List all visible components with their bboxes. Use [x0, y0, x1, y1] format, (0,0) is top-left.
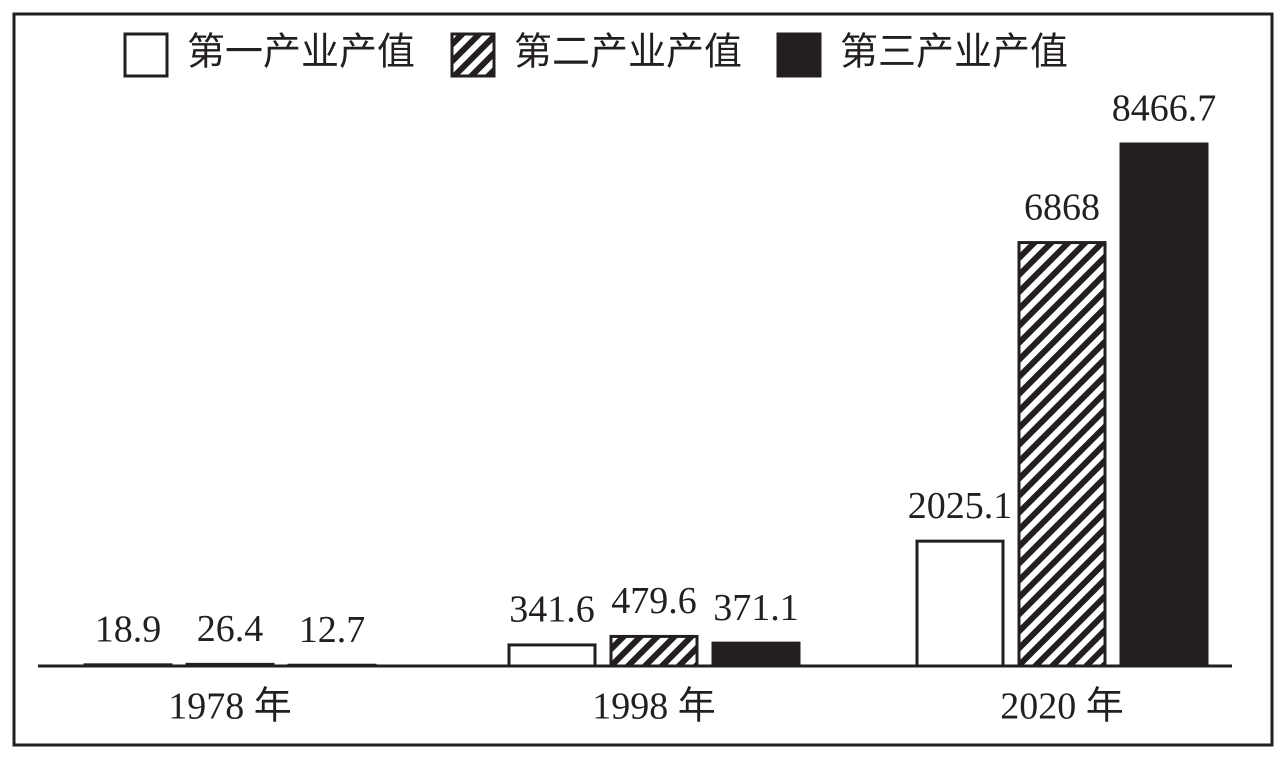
bar	[83, 663, 173, 668]
legend-swatch	[450, 32, 496, 78]
value-label: 8466.7	[1112, 88, 1217, 130]
value-label: 6868	[1024, 186, 1100, 228]
value-label: 18.9	[95, 609, 162, 651]
bar	[507, 643, 597, 668]
legend-label: 第一产业产值	[187, 32, 415, 74]
value-label: 371.1	[713, 587, 799, 629]
value-label: 341.6	[509, 589, 595, 631]
x-tick-label: 1998 年	[592, 686, 716, 728]
legend-swatch	[776, 32, 822, 78]
bar	[287, 663, 377, 668]
legend-label: 第三产业产值	[840, 32, 1068, 74]
value-label: 2025.1	[908, 485, 1013, 527]
bar	[711, 641, 801, 668]
bar	[185, 662, 275, 668]
bar	[1017, 241, 1107, 668]
x-tick-label: 2020 年	[1000, 686, 1124, 728]
legend-label: 第二产业产值	[514, 32, 742, 74]
value-label: 479.6	[611, 580, 697, 622]
bar	[609, 634, 699, 668]
value-label: 26.4	[197, 608, 264, 650]
bar	[1119, 142, 1209, 668]
x-tick-label: 1978 年	[168, 686, 292, 728]
frame	[12, 12, 1274, 747]
value-label: 12.7	[299, 609, 366, 651]
legend-swatch	[123, 32, 169, 78]
bar	[915, 539, 1005, 668]
